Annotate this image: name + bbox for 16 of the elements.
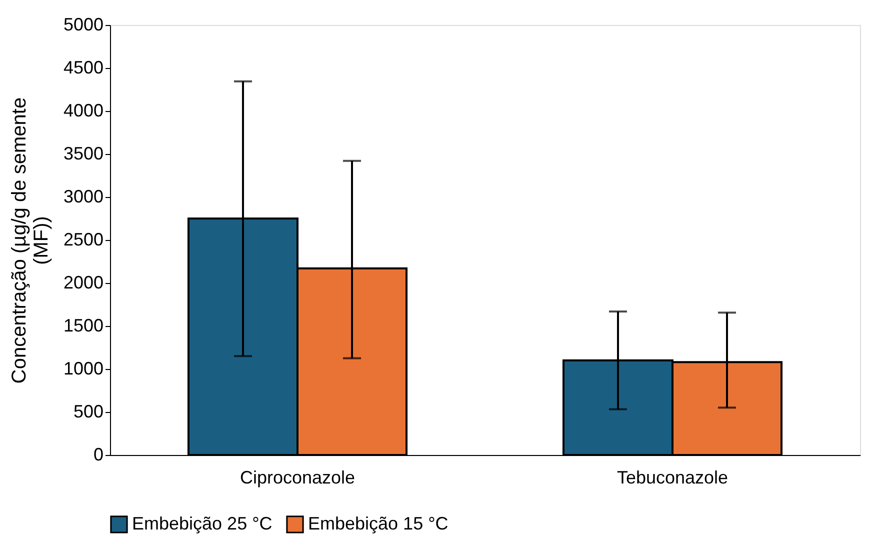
y-tick-label: 1500 (63, 316, 104, 336)
legend-label: Embebição 15 °C (308, 513, 448, 534)
x-tick-label: Ciproconazole (240, 468, 356, 488)
y-tick-label: 2500 (63, 230, 104, 250)
y-tick-label: 2000 (63, 272, 104, 292)
y-tick-label: 5000 (63, 14, 104, 34)
y-tick-label: 0 (93, 444, 104, 464)
legend-label: Embebição 25 °C (132, 513, 272, 534)
y-tick-label: 500 (73, 402, 104, 422)
y-axis-title: Concentração (µg/g de semente (MF)) (8, 97, 52, 384)
y-tick-label: 1000 (63, 358, 104, 378)
y-tick-label: 4500 (63, 58, 104, 78)
y-tick-label: 4000 (63, 100, 104, 120)
y-tick-label: 3000 (63, 186, 104, 206)
x-tick-label: Tebuconazole (616, 468, 728, 488)
y-tick-label: 3500 (63, 144, 104, 164)
